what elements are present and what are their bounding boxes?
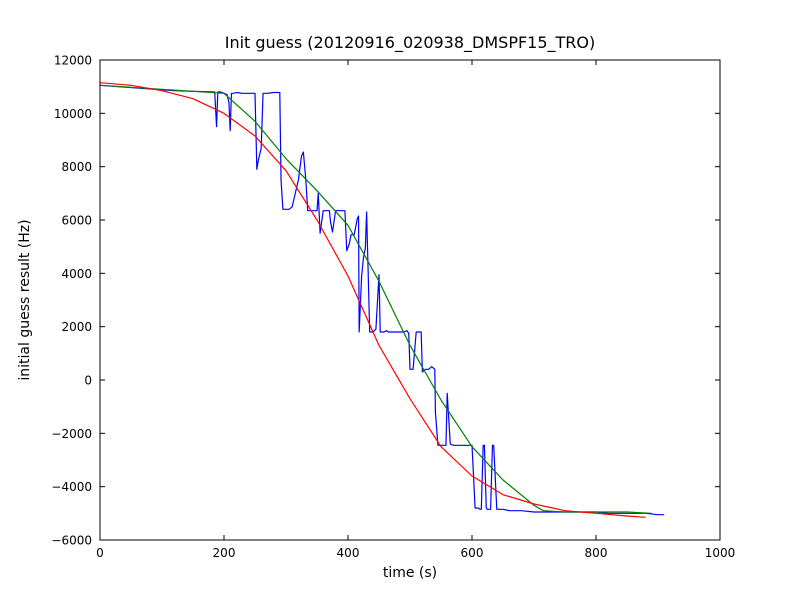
series-layer (99, 82, 665, 518)
y-tick-label: 12000 (54, 54, 92, 68)
y-tick-label: 8000 (61, 160, 92, 174)
x-tick-label: 800 (585, 546, 608, 560)
y-axis-label: initial guess result (Hz) (17, 219, 33, 380)
series-line-2 (99, 82, 646, 518)
plot-area: 0 200 400 600 800 1000 −6000 −4000 −2000 0 2000 40… (51, 54, 735, 561)
x-axis-label: time (s) (383, 565, 437, 581)
y-tick-label: −4000 (51, 480, 92, 494)
y-tick-label: −2000 (51, 427, 92, 441)
series-line-1 (99, 84, 652, 514)
y-tick-label: −6000 (51, 534, 92, 548)
x-axis: 0 200 400 600 800 1000 (96, 60, 735, 560)
y-axis: −6000 −4000 −2000 0 2000 4000 6000 8000 10000 120… (51, 54, 720, 548)
axes-frame (100, 60, 720, 540)
chart-title: Init guess (20120916_020938_DMSPF15_TRO) (225, 33, 596, 53)
x-tick-label: 0 (96, 546, 104, 560)
y-tick-label: 4000 (61, 267, 92, 281)
y-tick-label: 10000 (54, 107, 92, 121)
x-tick-label: 1000 (705, 546, 736, 560)
y-tick-label: 0 (84, 374, 92, 388)
x-tick-label: 200 (213, 546, 236, 560)
y-tick-label: 2000 (61, 320, 92, 334)
axes-border (99, 59, 721, 541)
y-tick-label: 6000 (61, 214, 92, 228)
x-tick-label: 600 (461, 546, 484, 560)
series-line-0 (99, 84, 665, 516)
x-tick-label: 400 (337, 546, 360, 560)
